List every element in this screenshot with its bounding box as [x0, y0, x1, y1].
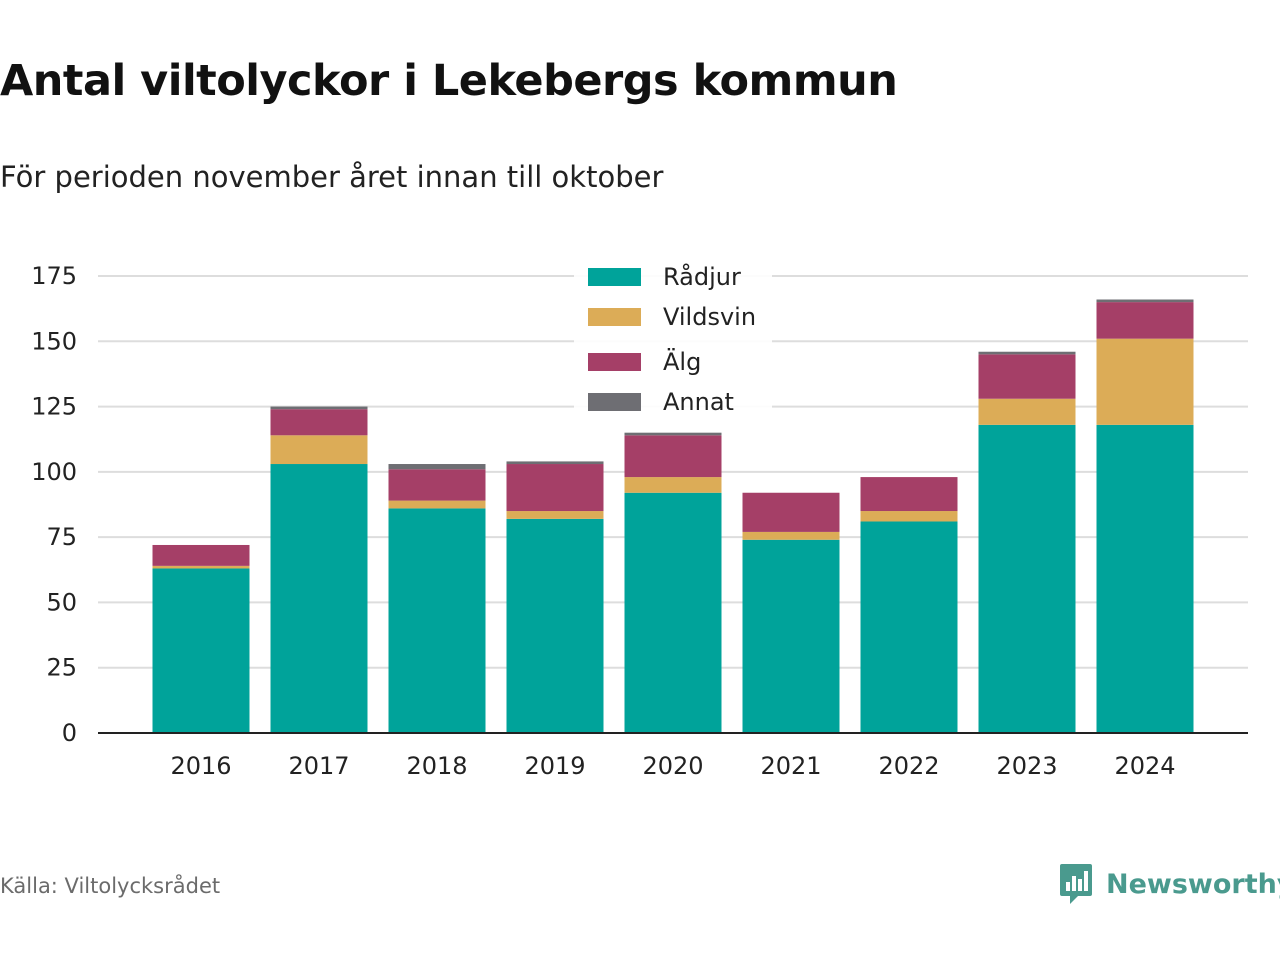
y-tick-label: 0	[62, 719, 77, 747]
legend-swatch	[588, 308, 641, 326]
chart-subtitle: För perioden november året innan till ok…	[0, 160, 664, 194]
bar-segment	[1096, 302, 1194, 339]
bar-segment	[860, 511, 958, 522]
bar-segment	[978, 398, 1076, 425]
bar-segment	[624, 492, 722, 733]
y-tick-label: 150	[31, 327, 77, 355]
x-tick-label: 2018	[406, 752, 467, 780]
bar-segment	[506, 461, 604, 465]
legend-label: Vildsvin	[663, 303, 756, 331]
x-tick-label: 2022	[878, 752, 939, 780]
legend-swatch	[588, 353, 641, 371]
bar-segment	[270, 409, 368, 436]
y-tick-label: 175	[31, 262, 77, 290]
legend-label: Rådjur	[663, 262, 741, 291]
bar-segment	[624, 477, 722, 493]
bar-segment	[270, 435, 368, 465]
bar-segment	[506, 464, 604, 512]
bar-segment	[860, 521, 958, 733]
axes: 0 25 50 75 100 125 150 175 2016 2017 2018 2019 2020 2…	[31, 262, 1248, 780]
bar-segment	[742, 492, 840, 532]
legend-label: Annat	[663, 388, 734, 416]
x-tick-label: 2017	[288, 752, 349, 780]
y-tick-label: 50	[46, 588, 77, 616]
bar-segment	[388, 464, 486, 470]
chart-title: Antal viltolyckor i Lekebergs kommun	[0, 56, 898, 106]
bar-segment	[742, 531, 840, 540]
bar-segment	[270, 406, 368, 410]
x-tick-label: 2024	[1114, 752, 1175, 780]
legend-swatch	[588, 268, 641, 286]
brand-name: Newsworthy	[1106, 868, 1280, 900]
stacked-bar-chart: 0 25 50 75 100 125 150 175 2016 2017 2018 2019 2020 2…	[31, 256, 1248, 780]
bar-segment	[506, 518, 604, 733]
bar-segment	[152, 544, 250, 566]
bars	[152, 299, 1194, 733]
bar-segment	[978, 354, 1076, 399]
bar-segment	[506, 511, 604, 519]
bar-segment	[388, 508, 486, 733]
x-tick-label: 2020	[642, 752, 703, 780]
y-tick-label: 125	[31, 393, 77, 421]
bar-segment	[270, 464, 368, 733]
bar-segment	[1096, 299, 1194, 303]
source-note: Källa: Viltolycksrådet	[0, 874, 221, 898]
bar-segment	[152, 565, 250, 569]
bar-segment	[388, 500, 486, 509]
bar-chart-speech-bubble-icon	[1060, 864, 1092, 904]
brand-logo: Newsworthy	[1058, 862, 1280, 906]
y-tick-label: 75	[46, 523, 77, 551]
bar-segment	[152, 568, 250, 733]
x-tick-label: 2021	[760, 752, 821, 780]
bar-segment	[624, 432, 722, 436]
y-tick-label: 100	[31, 458, 77, 486]
bar-segment	[1096, 424, 1194, 733]
bar-segment	[978, 424, 1076, 733]
bar-segment	[978, 351, 1076, 355]
bar-segment	[624, 435, 722, 478]
x-tick-label: 2019	[524, 752, 585, 780]
legend-label: Älg	[663, 347, 701, 376]
legend-swatch	[588, 393, 641, 411]
y-tick-label: 25	[46, 654, 77, 682]
x-tick-label: 2023	[996, 752, 1057, 780]
legend: Rådjur Vildsvin Älg Annat	[574, 256, 772, 428]
bar-segment	[860, 477, 958, 512]
bar-segment	[388, 469, 486, 501]
x-tick-label: 2016	[170, 752, 231, 780]
bar-segment	[1096, 338, 1194, 425]
bar-segment	[742, 539, 840, 733]
